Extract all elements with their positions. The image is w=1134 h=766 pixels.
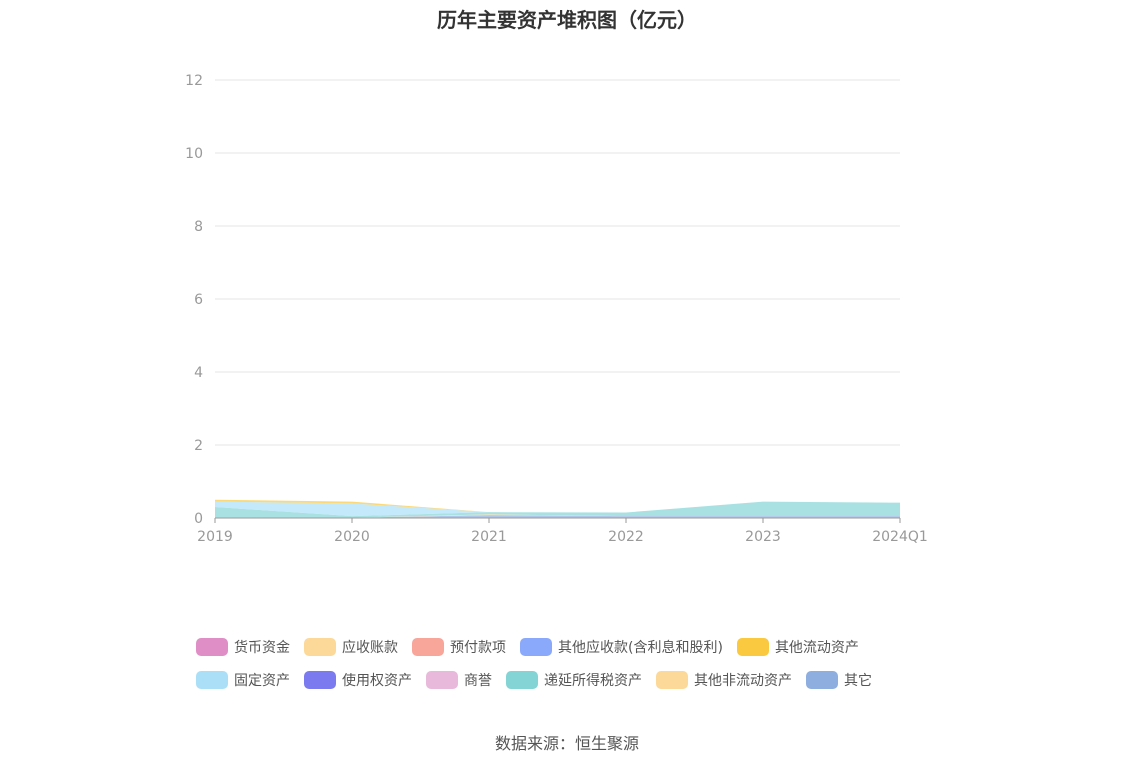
legend-swatch (304, 670, 336, 689)
legend-label: 商誉 (464, 672, 492, 689)
chart-title: 历年主要资产堆积图（亿元） (437, 8, 697, 32)
legend-item[interactable]: 商誉 (426, 670, 492, 690)
stacked-area-chart: 0 2 4 6 8 10 12 2019 2020 2021 2022 2023 2024Q1 (185, 73, 928, 545)
legend-swatch (426, 670, 458, 689)
legend-label: 使用权资产 (342, 672, 412, 689)
x-tick-label: 2023 (745, 529, 781, 545)
legend-item[interactable]: 使用权资产 (304, 670, 412, 690)
x-tick-label: 2020 (334, 529, 370, 545)
legend-label: 递延所得税资产 (544, 672, 642, 689)
y-tick-label: 2 (194, 438, 203, 454)
source-note: 数据来源：恒生聚源 (494, 734, 639, 753)
legend-swatch (304, 637, 336, 656)
area-series-固定资产 (215, 501, 900, 517)
legend-label: 其他流动资产 (774, 639, 859, 656)
legend-label: 其他应收款(含利息和股利) (558, 639, 723, 656)
y-tick-label: 10 (185, 146, 203, 162)
legend-swatch (506, 670, 538, 689)
legend-row: 固定资产 使用权资产 商誉 递延所得税资产 其他非流动资产 其它 (196, 663, 956, 696)
legend-swatch (656, 670, 688, 689)
legend-label: 预付款项 (450, 639, 506, 656)
legend-item[interactable]: 应收账款 (304, 637, 398, 657)
legend-item[interactable]: 其他流动资产 (736, 637, 859, 657)
y-tick-label: 8 (194, 219, 203, 235)
y-tick-label: 6 (194, 292, 203, 308)
legend-label: 应收账款 (342, 639, 398, 656)
legend-swatch (412, 637, 444, 656)
x-tick-label: 2019 (197, 529, 233, 545)
legend-swatch (736, 637, 769, 656)
grid-lines (215, 79, 900, 519)
legend-item[interactable]: 递延所得税资产 (506, 670, 642, 690)
legend-label: 其它 (844, 672, 872, 689)
area-series-其它 (215, 515, 900, 518)
legend-swatch (806, 670, 838, 689)
x-tick-label: 2024Q1 (872, 529, 928, 545)
y-tick-label: 4 (194, 365, 203, 381)
y-tick-label: 12 (185, 73, 203, 89)
x-tick-label: 2022 (608, 529, 644, 545)
legend-label: 固定资产 (234, 672, 290, 689)
legend-item[interactable]: 其他应收款(含利息和股利) (520, 637, 723, 657)
legend-item[interactable]: 其他非流动资产 (656, 670, 792, 690)
legend-label: 货币资金 (234, 639, 290, 656)
legend-swatch (520, 637, 552, 656)
chart-legend: 货币资金 应收账款 预付款项 其他应收款(含利息和股利) 其他流动资产 固定资产 使用权资… (196, 630, 956, 696)
area-series (215, 499, 900, 518)
axes: 0 2 4 6 8 10 12 2019 2020 2021 2022 2023 2024Q1 (185, 73, 928, 545)
legend-item[interactable]: 货币资金 (196, 637, 290, 657)
legend-row: 货币资金 应收账款 预付款项 其他应收款(含利息和股利) 其他流动资产 (196, 630, 956, 663)
y-tick-label: 0 (194, 511, 203, 527)
legend-swatch (196, 637, 228, 656)
area-series-其他流动资产 (215, 499, 900, 513)
x-tick-label: 2021 (471, 529, 507, 545)
legend-item[interactable]: 固定资产 (196, 670, 290, 690)
legend-item[interactable]: 预付款项 (412, 637, 506, 657)
area-series-递延所得税资产 (215, 501, 900, 518)
legend-item[interactable]: 其它 (806, 670, 872, 690)
legend-swatch (196, 670, 228, 689)
legend-label: 其他非流动资产 (694, 672, 792, 689)
